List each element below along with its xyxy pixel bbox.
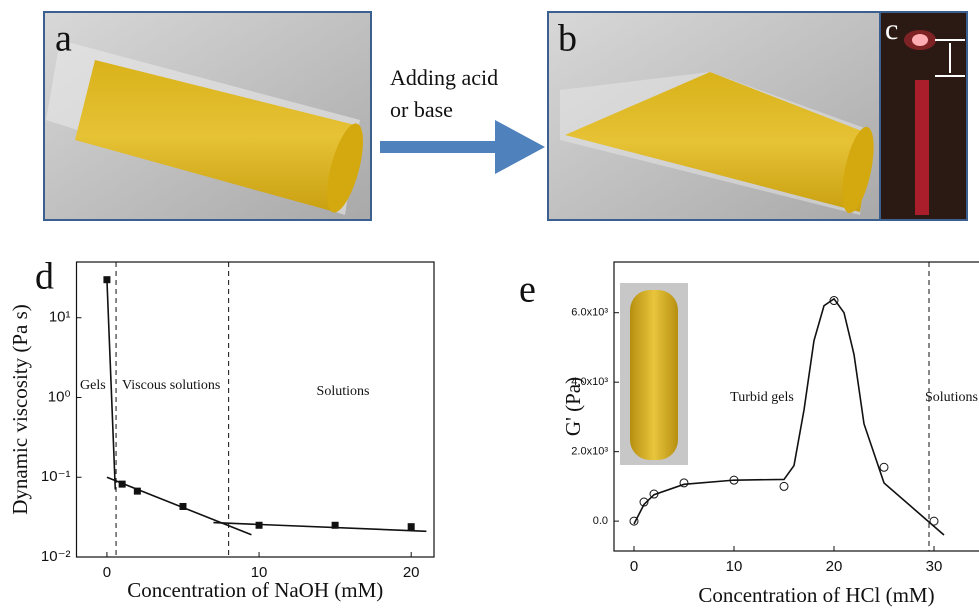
annotation: Solutions: [925, 390, 978, 405]
x-tick-label: 10: [726, 558, 743, 575]
y-tick-label: 2.0x10³: [571, 446, 608, 458]
y-tick-label: 10⁰: [48, 388, 71, 405]
x-tick-label: 30: [926, 558, 943, 575]
y-tick-label: 4.0x10³: [571, 376, 608, 388]
x-tick-label: 20: [403, 564, 420, 581]
fit-line: [213, 523, 426, 532]
arrow-text: or base: [390, 97, 453, 122]
panel-label: b: [558, 18, 577, 60]
annotation: Turbid gels: [730, 390, 794, 405]
plot-frame: [77, 262, 435, 557]
arrow-text: Adding acid: [390, 65, 498, 90]
photo-c: c: [880, 12, 967, 220]
y-tick-label: 0.0: [593, 515, 608, 527]
x-tick-label: 0: [630, 558, 638, 575]
x-axis-label: Concentration of NaOH (mM): [127, 578, 383, 602]
data-point: [880, 463, 888, 471]
x-axis-label: Concentration of HCl (mM): [698, 583, 934, 607]
annotation: Viscous solutions: [122, 378, 220, 393]
x-tick-label: 20: [826, 558, 843, 575]
panel-label: d: [35, 256, 54, 298]
panel-label: a: [55, 18, 72, 60]
photo-a: a: [44, 12, 371, 220]
y-tick-label: 6.0x10³: [571, 307, 608, 319]
panel-label: e: [519, 269, 536, 311]
x-tick-label: 10: [251, 564, 268, 581]
y-tick-label: 10⁻²: [41, 548, 71, 565]
y-axis-label: Dynamic viscosity (Pa s): [8, 304, 32, 515]
data-point: [780, 482, 788, 490]
annotation: Gels: [80, 378, 106, 393]
fit-line: [107, 280, 115, 490]
data-point: [408, 523, 415, 530]
figure: a Adding acid or base b c dDynamic visco…: [0, 0, 979, 608]
fit-line: [107, 477, 252, 535]
x-tick-label: 0: [103, 564, 111, 581]
figure-canvas: a Adding acid or base b c dDynamic visco…: [0, 0, 979, 608]
annotation: Solutions: [317, 384, 370, 399]
photo-b: b: [548, 12, 880, 220]
inset-photo: [620, 283, 688, 465]
panel-label: c: [885, 13, 898, 46]
y-tick-label: 10⁻¹: [41, 468, 71, 485]
y-tick-label: 10¹: [49, 309, 71, 326]
arrow: Adding acid or base: [380, 65, 545, 174]
